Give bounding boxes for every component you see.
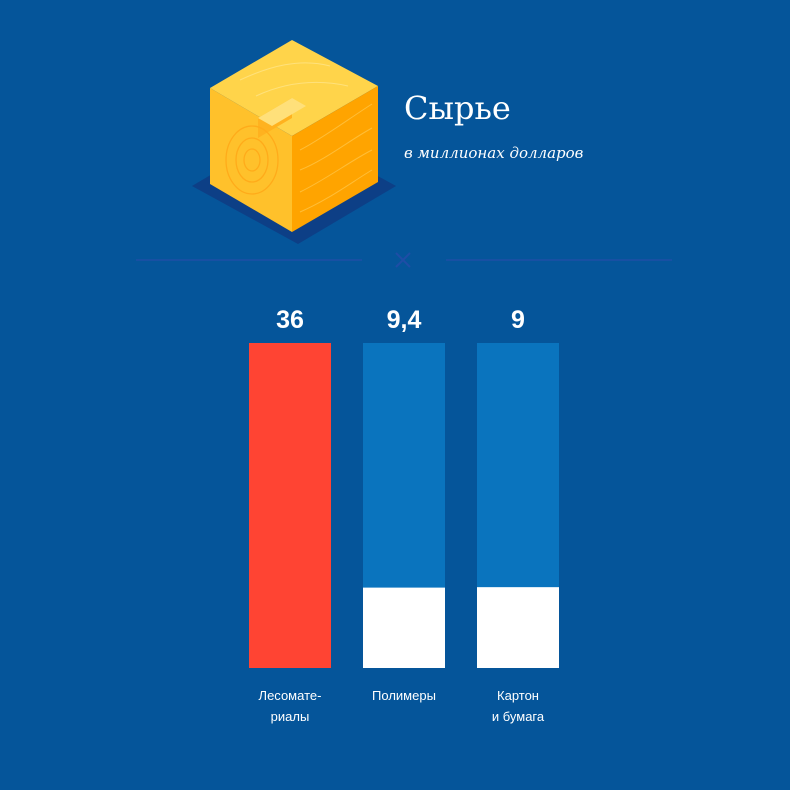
chart-subtitle: в миллионах долларов: [404, 144, 584, 162]
cross-icon: [395, 252, 411, 268]
category-label: Картон: [497, 688, 539, 703]
chart-title: Сырье: [404, 89, 511, 127]
category-label: Лесомате-: [259, 688, 322, 703]
data-label: 36: [276, 306, 304, 334]
category-label: Полимеры: [372, 688, 436, 703]
bar: [477, 343, 559, 588]
category-label: и бумага: [492, 709, 545, 724]
category-label: риалы: [271, 709, 310, 724]
data-label: 9: [511, 306, 525, 334]
bar: [249, 343, 331, 668]
bar: [363, 343, 445, 588]
data-label: 9,4: [387, 306, 422, 334]
